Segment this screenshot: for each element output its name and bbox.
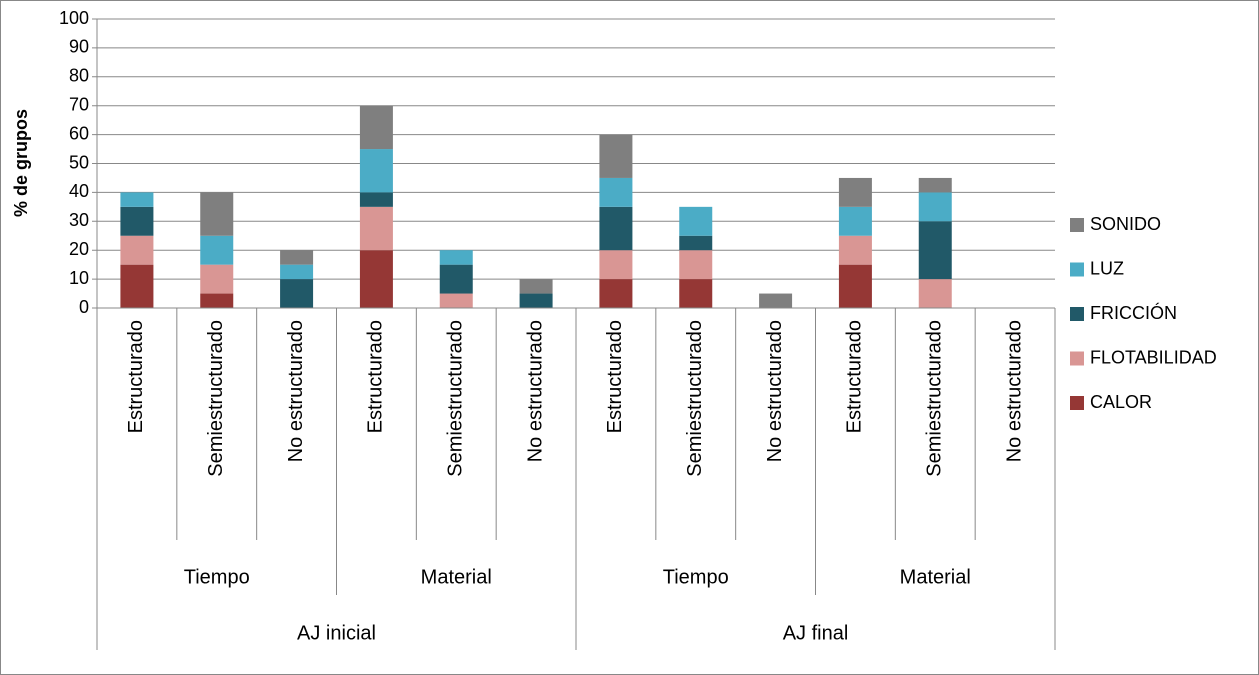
bar-segment	[918, 279, 952, 308]
bar-segment	[200, 192, 234, 236]
x-tick-label: No estructurado	[1003, 320, 1025, 462]
bar-segment	[599, 250, 633, 280]
legend-label: FRICCIÓN	[1090, 302, 1177, 323]
y-tick-label: 90	[69, 37, 89, 57]
bar-segment	[359, 105, 393, 150]
y-tick-label: 80	[69, 66, 89, 86]
legend-label: FLOTABILIDAD	[1090, 347, 1217, 367]
bar-segment	[359, 250, 393, 308]
bar-segment	[439, 293, 473, 308]
bar-segment	[838, 235, 872, 265]
bar-segment	[359, 149, 393, 193]
legend-swatch	[1070, 218, 1084, 232]
bar-segment	[439, 250, 473, 265]
y-axis-title: % de grupos	[11, 109, 31, 217]
bar-segment	[280, 279, 314, 308]
legend-label: SONIDO	[1090, 214, 1161, 234]
y-tick-label: 50	[69, 152, 89, 172]
bar-segment	[359, 192, 393, 207]
x-tick-label: No estructurado	[285, 320, 307, 462]
bar-segment	[280, 250, 314, 265]
y-tick-label: 10	[69, 268, 89, 288]
bar-segment	[759, 293, 793, 308]
y-tick-label: 0	[79, 297, 89, 317]
bar-segment	[838, 206, 872, 236]
legend-swatch	[1070, 351, 1084, 366]
bar-segment	[519, 279, 553, 294]
x-tick-label: Semiestructurado	[205, 320, 227, 477]
x-tick-label: No estructurado	[524, 320, 546, 462]
x-tick-label: Estructurado	[125, 320, 147, 433]
bar-segment	[838, 264, 872, 308]
bar-segment	[439, 264, 473, 294]
bar-segment	[120, 264, 154, 308]
legend-label: CALOR	[1090, 392, 1152, 412]
legend-swatch	[1070, 396, 1084, 410]
bar-segment	[838, 177, 872, 207]
x-tick-label: Estructurado	[844, 320, 866, 433]
bar-segment	[200, 293, 234, 308]
group-label: AJ inicial	[297, 622, 376, 644]
bar-segment	[200, 264, 234, 294]
y-tick-label: 30	[69, 210, 89, 230]
bar-segment	[280, 264, 314, 280]
legend-swatch	[1070, 307, 1084, 321]
y-tick-label: 100	[59, 8, 89, 28]
group-label: Material	[900, 566, 971, 588]
bar-segment	[120, 235, 154, 265]
x-tick-label: Semiestructurado	[924, 320, 946, 477]
y-tick-label: 20	[69, 239, 89, 259]
bar-segment	[359, 206, 393, 251]
group-label: Tiempo	[663, 566, 729, 588]
group-label: AJ final	[783, 622, 849, 644]
x-tick-label: No estructurado	[764, 320, 786, 462]
bar-segment	[918, 177, 952, 193]
group-label: Tiempo	[184, 566, 250, 588]
bar-segment	[200, 235, 234, 265]
bar-segment	[120, 206, 154, 236]
x-tick-label: Semiestructurado	[684, 320, 706, 477]
bar-segment	[679, 279, 713, 308]
bar-segment	[599, 177, 633, 207]
bar-segment	[519, 293, 553, 308]
y-tick-label: 70	[69, 94, 89, 114]
x-tick-label: Estructurado	[604, 320, 626, 433]
y-tick-label: 60	[69, 123, 89, 143]
bar-segment	[599, 206, 633, 251]
bar-segment	[599, 134, 633, 178]
bar-segment	[679, 250, 713, 280]
legend-label: LUZ	[1090, 258, 1124, 278]
bar-segment	[918, 221, 952, 280]
bar-segment	[679, 235, 713, 251]
legend-swatch	[1070, 262, 1084, 277]
bar-segment	[679, 206, 713, 236]
x-tick-label: Semiestructurado	[445, 320, 467, 477]
x-tick-label: Estructurado	[365, 320, 387, 433]
y-tick-label: 40	[69, 181, 89, 201]
bar-segment	[599, 279, 633, 308]
group-label: Material	[421, 566, 492, 588]
bar-segment	[120, 192, 154, 207]
bar-segment	[918, 192, 952, 222]
